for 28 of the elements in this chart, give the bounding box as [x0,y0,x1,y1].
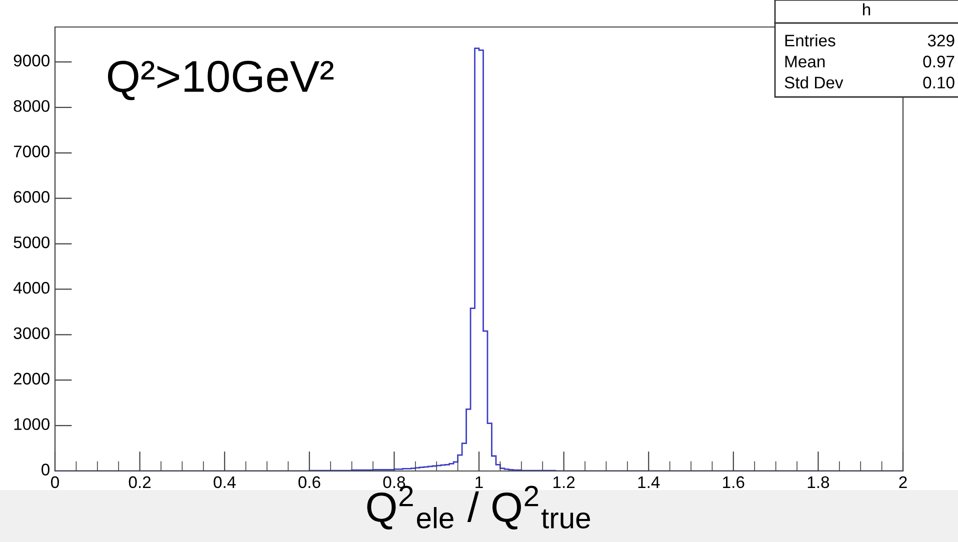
y-tick-label: 3000 [14,327,50,340]
y-tick-label: 8000 [14,100,50,112]
y-tick-label: 1000 [14,418,50,430]
y-tick-label: 0 [42,464,50,476]
annotation: Q²>10GeV² [108,60,334,100]
y-tick-label: 6000 [14,191,50,203]
x-tick-label: 0 [51,476,59,488]
y-tick-label: 4000 [13,282,50,294]
text: 329 [928,34,954,46]
y-tick-label: 2000 [14,372,50,385]
x-tick-label: 0.4 [214,476,236,488]
y-tick-label: 9000 [14,54,50,66]
y-tick-label: 5000 [14,236,50,248]
y-tick-label: 7000 [14,146,50,158]
x-tick-label: 1.2 [553,476,575,488]
x-tick-label: 1 [476,476,483,488]
text: 0.10 [923,76,954,88]
annotation: Std Dev [784,76,844,88]
x-tick-label: 0.6 [298,476,320,488]
x-tick-label: 1.4 [638,476,660,488]
text: h [863,3,870,16]
x-tick-label: 1.8 [808,476,830,488]
annotation: Mean [785,56,825,68]
x-tick-label: 0.2 [128,476,151,488]
text: 0.97 [923,56,954,68]
x-tick-label: 1.6 [723,476,744,488]
x-tick-label: 2 [899,476,907,488]
annotation: Entries [785,34,836,46]
